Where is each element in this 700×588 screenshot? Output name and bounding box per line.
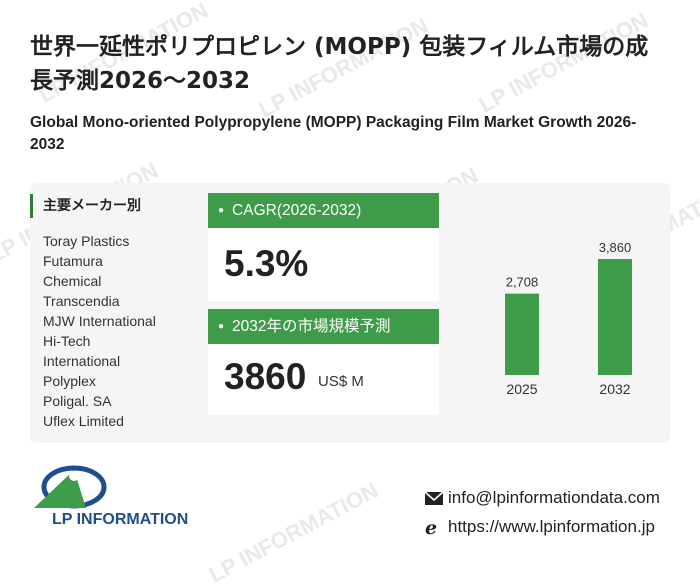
maker-item: Uflex Limited — [43, 413, 124, 429]
bar-2032 — [598, 259, 632, 375]
market-bar-chart: 2,708 2025 3,860 2032 — [505, 240, 632, 397]
contact-website[interactable]: e https://www.lpinformation.jp — [424, 515, 655, 539]
maker-item: Hi-Tech — [43, 333, 91, 349]
logo-text: LP INFORMATION — [52, 511, 188, 528]
makers-heading: 主要メーカー別 — [30, 194, 141, 218]
market-size-unit: US$ M — [318, 373, 364, 390]
website-text[interactable]: https://www.lpinformation.jp — [448, 517, 655, 536]
lp-information-logo: LP INFORMATION — [34, 465, 188, 528]
browser-e-icon: e — [425, 517, 437, 537]
summary-panel: 主要メーカー別 Toray Plastics Futamura Chemical… — [30, 183, 670, 443]
bar-value-label: 2,708 — [506, 275, 539, 290]
svg-text:e: e — [425, 517, 437, 537]
bullet-icon: ● — [218, 321, 225, 332]
email-text[interactable]: info@lpinformationdata.com — [448, 488, 660, 507]
mail-icon — [424, 491, 444, 505]
maker-item: Chemical — [43, 273, 102, 289]
x-tick-label: 2032 — [599, 381, 630, 397]
maker-item: Polyplex — [43, 373, 96, 389]
maker-item: Poligal. SA — [43, 393, 112, 409]
makers-list: Toray Plastics Futamura Chemical Transce… — [43, 231, 156, 431]
maker-item: Transcendia — [43, 293, 120, 309]
bullet-icon: ● — [218, 205, 225, 216]
cagr-value: 5.3% — [224, 243, 309, 284]
cagr-card-header: ● CAGR(2026-2032) — [208, 193, 439, 228]
cagr-label: CAGR(2026-2032) — [232, 202, 362, 219]
market-size-card-header: ● 2032年の市場規模予測 — [208, 309, 439, 344]
maker-item: International — [43, 353, 121, 369]
market-size-card: ● 2032年の市場規模予測 3860 US$ M — [208, 309, 439, 415]
market-size-value: 3860 — [224, 356, 307, 397]
watermark-text: LP INFORMATION — [204, 477, 383, 588]
maker-item: Futamura — [43, 253, 103, 269]
cagr-card: ● CAGR(2026-2032) 5.3% — [208, 193, 439, 301]
logo-dot — [69, 471, 79, 481]
page-title: 世界一延性ポリプロピレン (MOPP) 包装フィルム市場の成長予測2026～20… — [30, 34, 649, 94]
bar-value-label: 3,860 — [599, 240, 632, 255]
market-size-label: 2032年の市場規模予測 — [232, 318, 391, 335]
bar-2025 — [505, 293, 539, 375]
page-subtitle: Global Mono-oriented Polypropylene (MOPP… — [30, 114, 637, 153]
maker-item: Toray Plastics — [43, 233, 130, 249]
maker-item: MJW International — [43, 313, 156, 329]
contact-email[interactable]: info@lpinformationdata.com — [424, 486, 660, 510]
x-tick-label: 2025 — [506, 381, 537, 397]
